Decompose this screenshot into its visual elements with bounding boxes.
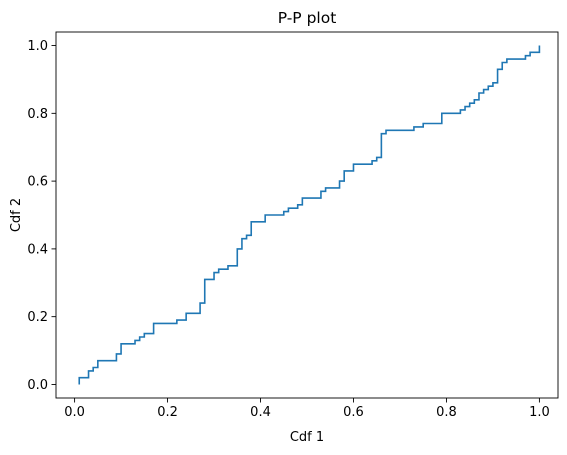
pp-step-line bbox=[78, 45, 541, 385]
y-axis-ticks: 0.0 0.2 0.4 0.6 0.8 1.0 bbox=[27, 39, 56, 393]
plot-area bbox=[55, 31, 559, 399]
x-tick-label: 0.0 bbox=[64, 405, 85, 420]
y-tick-label: 0.0 bbox=[27, 378, 48, 393]
y-tick-label: 0.4 bbox=[27, 242, 48, 257]
x-axis-label: Cdf 1 bbox=[290, 430, 324, 445]
x-tick-label: 1.0 bbox=[529, 405, 550, 420]
x-axis-ticks: 0.0 0.2 0.4 0.6 0.8 1.0 bbox=[64, 398, 550, 420]
y-tick-label: 1.0 bbox=[27, 39, 48, 54]
y-tick-label: 0.6 bbox=[27, 175, 48, 190]
x-tick-label: 0.6 bbox=[343, 405, 364, 420]
chart-title: P-P plot bbox=[278, 9, 337, 27]
x-tick-label: 0.4 bbox=[250, 405, 271, 420]
y-tick-label: 0.2 bbox=[27, 310, 48, 325]
plot-frame bbox=[55, 31, 559, 399]
y-axis-label: Cdf 2 bbox=[9, 198, 24, 232]
y-tick-label: 0.8 bbox=[27, 107, 48, 122]
x-tick-label: 0.2 bbox=[157, 405, 178, 420]
x-tick-label: 0.8 bbox=[436, 405, 457, 420]
